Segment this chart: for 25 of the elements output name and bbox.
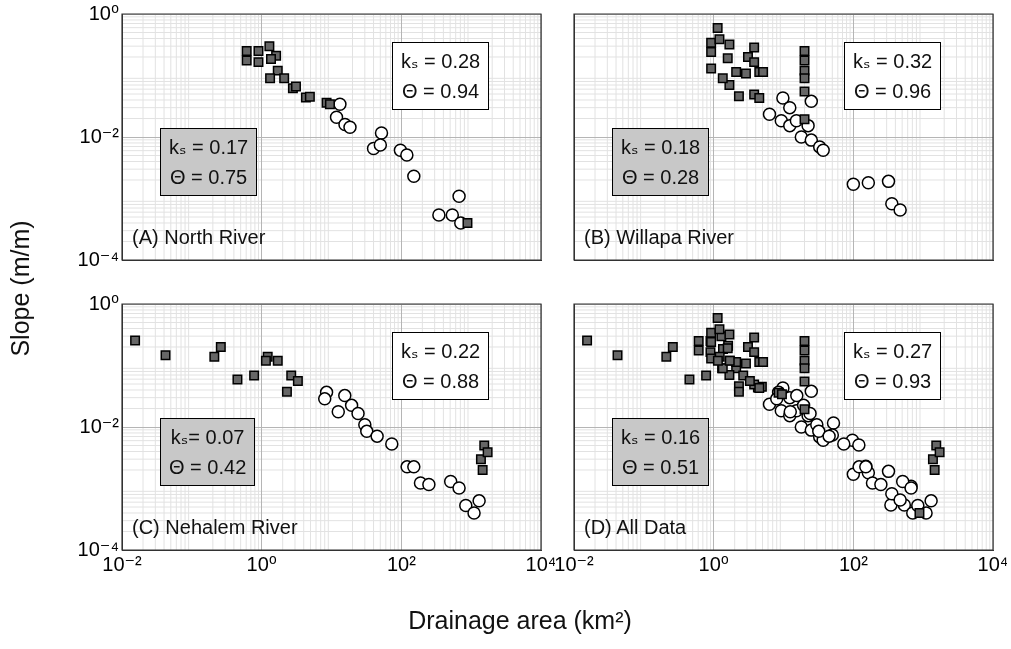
annotation: kₛ = 0.27 Θ = 0.93 xyxy=(844,332,942,400)
annotation: kₛ = 0.16 Θ = 0.51 xyxy=(612,418,710,486)
x-tick-label: 10² xyxy=(838,552,869,575)
y-tick-label: 10⁰ xyxy=(88,1,119,24)
x-axis-title: Drainage area (km²) xyxy=(407,606,633,635)
annotation: kₛ = 0.28 Θ = 0.94 xyxy=(392,42,490,110)
annotation: (A) North River xyxy=(132,225,266,250)
annotation: kₛ= 0.07 Θ = 0.42 xyxy=(160,418,256,486)
y-tick-label: 10⁰ xyxy=(88,291,119,314)
y-tick-label: 10⁻² xyxy=(79,124,120,147)
y-tick-label: 10⁻⁴ xyxy=(77,247,119,270)
annotation: kₛ = 0.32 Θ = 0.96 xyxy=(844,42,942,110)
x-tick-label: 10⁰ xyxy=(698,552,729,575)
y-axis-title: Slope (m/m) xyxy=(5,219,35,359)
x-tick-label: 10² xyxy=(386,552,417,575)
annotation: kₛ = 0.17 Θ = 0.75 xyxy=(160,128,258,196)
annotation: (C) Nehalem River xyxy=(132,515,298,540)
x-tick-label: 10⁰ xyxy=(246,552,277,575)
annotation: kₛ = 0.18 Θ = 0.28 xyxy=(612,128,710,196)
annotation: (B) Willapa River xyxy=(584,225,735,250)
annotation: (D) All Data xyxy=(584,515,687,540)
x-tick-label: 10⁻² xyxy=(554,552,595,575)
annotation: kₛ = 0.22 Θ = 0.88 xyxy=(392,332,490,400)
y-tick-label: 10⁻² xyxy=(79,414,120,437)
x-tick-label: 10⁴ xyxy=(977,552,1009,575)
